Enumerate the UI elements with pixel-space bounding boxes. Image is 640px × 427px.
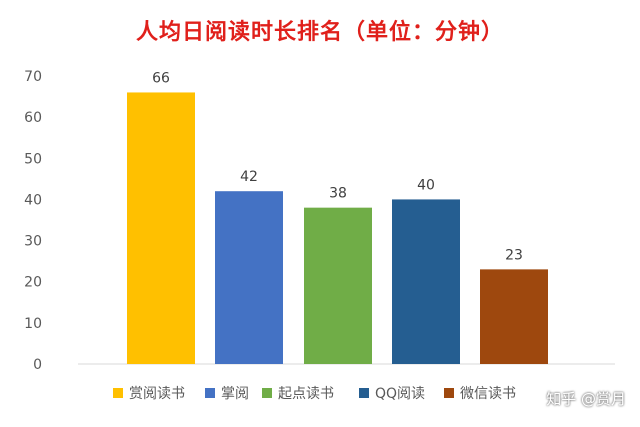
y-tick-label: 50 [24,151,42,167]
bar [480,269,548,364]
legend-label: 微信读书 [460,385,516,402]
bar [304,207,372,364]
legend-swatch [359,388,369,398]
chart-title: 人均日阅读时长排名（单位：分钟） [135,20,504,45]
legend-swatch [205,388,215,398]
data-label: 42 [240,169,258,185]
y-tick-label: 0 [33,357,42,373]
bar [127,92,195,364]
y-tick-label: 10 [24,316,42,332]
bar [392,199,460,364]
data-label: 23 [505,247,523,263]
y-tick-label: 20 [24,275,42,291]
legend-label: 掌阅 [221,386,249,402]
bar [215,191,283,364]
watermark: 知乎 @赏月 [546,390,626,408]
legend-swatch [262,388,272,398]
legend-swatch [444,388,454,398]
legend-label: QQ阅读 [375,385,425,402]
y-tick-label: 30 [24,234,42,250]
data-label: 40 [417,177,435,193]
legend-label: 赏阅读书 [129,385,185,402]
y-tick-label: 40 [24,192,42,208]
data-label: 38 [329,186,347,202]
legend-swatch [113,388,123,398]
data-label: 66 [152,70,170,86]
y-tick-label: 60 [24,110,42,126]
y-tick-label: 70 [24,69,42,85]
legend-label: 起点读书 [278,385,334,402]
